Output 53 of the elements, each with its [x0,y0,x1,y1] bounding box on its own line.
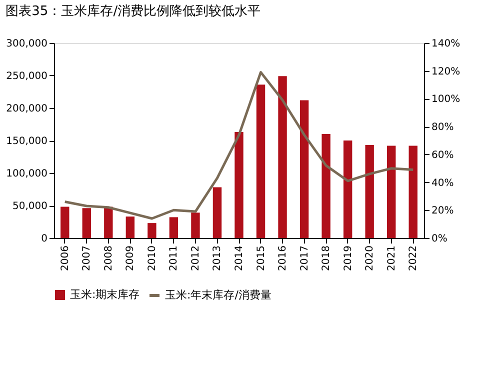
y-tick-label: 150,000 [6,136,48,147]
y2-tick-label: 60% [432,150,454,161]
x-tick-label: 2014 [234,246,245,271]
legend-label: 玉米:年末库存/消费量 [165,288,272,302]
y2-tick-label: 140% [432,38,460,50]
bar [408,146,418,238]
y2-tick-label: 20% [432,206,454,217]
bar [82,208,91,238]
bar [60,206,70,238]
bar [322,134,330,238]
bar [234,132,244,238]
y-tick-label: 300,000 [6,38,48,50]
bar [387,146,396,238]
y-tick-label: 100,000 [6,168,48,180]
x-tick-label: 2012 [190,246,202,271]
x-tick-label: 2006 [60,246,71,271]
x-tick-label: 2022 [408,246,420,271]
y2-tick-label: 0% [432,234,448,244]
bar [256,84,266,238]
y2-tick-label: 80% [432,122,454,134]
bar [278,76,287,238]
bar [148,223,156,238]
x-tick-label: 2016 [278,246,289,271]
bar [343,140,352,238]
bar [169,217,178,238]
y2-tick-label: 40% [432,178,454,189]
x-tick-label: 2010 [146,246,158,271]
x-tick-label: 2017 [299,246,310,271]
line-series [64,71,414,220]
bar [212,187,222,238]
x-tick-label: 2020 [364,246,376,271]
chart-title: 图表35：玉米库存/消费比例降低到较低水平 [6,4,261,19]
x-tick-label: 2008 [103,246,114,271]
x-tick-label: 2007 [82,246,93,271]
bar [365,145,374,238]
x-tick-label: 2013 [212,246,224,271]
y-tick-label: 50,000 [12,201,48,212]
bar [126,216,135,238]
y-tick-label: 0 [41,234,48,244]
x-tick-label: 2015 [256,246,267,271]
bar [104,206,113,238]
legend-label: 玉米:期末库存 [70,288,140,301]
x-tick-label: 2019 [342,246,354,271]
x-tick-label: 2011 [168,246,180,271]
bar [191,212,200,238]
x-tick-label: 2021 [386,246,398,271]
y-tick-label: 250,000 [6,71,48,82]
y2-tick-label: 120% [432,66,460,78]
y2-tick-label: 100% [432,94,460,106]
y-tick-label: 200,000 [6,104,48,114]
bar [300,100,309,238]
x-tick-label: 2018 [321,246,332,271]
x-tick-label: 2009 [125,246,136,271]
